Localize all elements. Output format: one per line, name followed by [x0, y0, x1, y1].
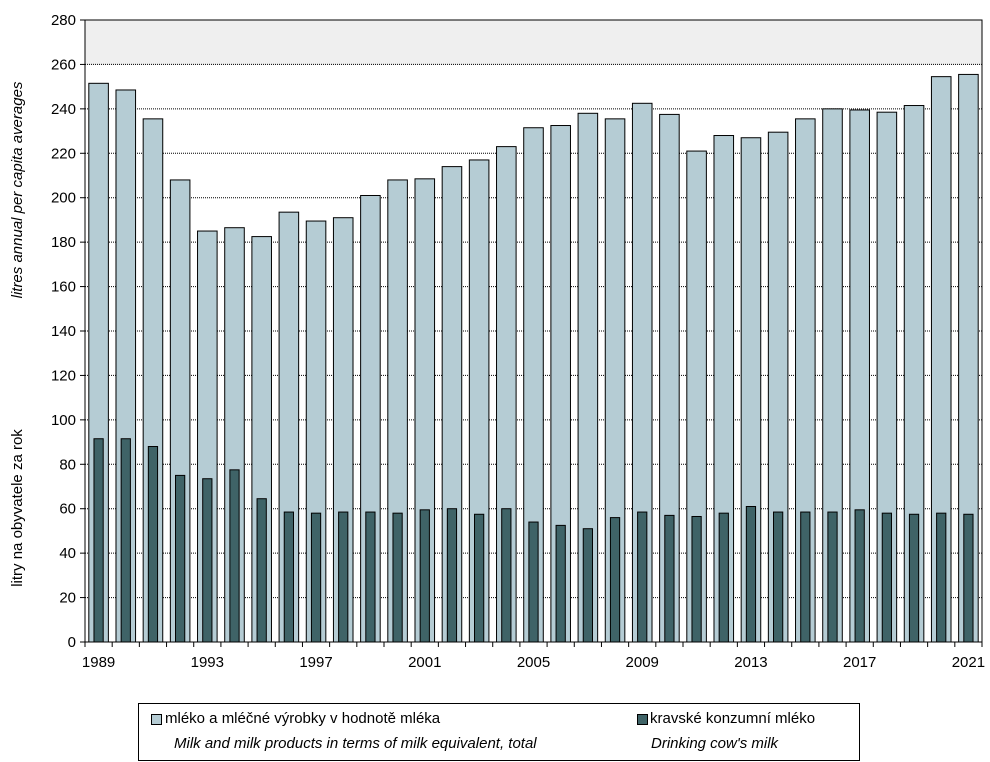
bar-drinking-milk-2009 — [637, 511, 648, 643]
x-tick-label-1989: 1989 — [82, 654, 115, 671]
y-tick-label: 0 — [68, 634, 76, 651]
legend-label-drinking-milk-czech: kravské konzumní mléko — [650, 710, 816, 727]
bar-drinking-milk-1996 — [283, 511, 294, 643]
y-tick-label: 200 — [51, 190, 76, 207]
y-tick-label: 20 — [59, 590, 76, 607]
bar-drinking-milk-2003 — [474, 513, 485, 643]
y-axis-label-czech: litry na obyvatele za rok — [9, 429, 26, 587]
bar-drinking-milk-1990 — [120, 438, 131, 643]
bar-drinking-milk-2019 — [908, 513, 920, 643]
x-tick-label-2017: 2017 — [843, 654, 876, 671]
bar-drinking-milk-2008 — [609, 517, 621, 643]
bar-drinking-milk-2012 — [718, 512, 729, 643]
bar-drinking-milk-2001 — [419, 509, 430, 643]
x-tick-label-2013: 2013 — [734, 654, 767, 671]
legend-swatch-drinking-milk — [637, 714, 648, 725]
y-tick-label: 40 — [59, 545, 76, 562]
y-tick-label: 220 — [51, 145, 76, 162]
x-tick-label-1997: 1997 — [299, 654, 332, 671]
bar-drinking-milk-2021 — [963, 513, 974, 643]
bar-drinking-milk-2007 — [582, 528, 593, 643]
y-axis-label-english: litres annual per capita averages — [9, 81, 26, 298]
y-tick-label: 240 — [51, 101, 76, 118]
x-tick-label-1993: 1993 — [191, 654, 224, 671]
y-tick-label: 100 — [51, 412, 76, 429]
bar-drinking-milk-1991 — [147, 446, 159, 643]
bar-drinking-milk-1999 — [365, 511, 376, 643]
bar-drinking-milk-1989 — [93, 438, 104, 643]
bar-drinking-milk-1997 — [310, 512, 322, 643]
bar-drinking-milk-2014 — [773, 511, 784, 643]
bar-drinking-milk-2011 — [691, 515, 702, 643]
y-tick-label: 180 — [51, 234, 76, 251]
legend-label-total-english: Milk and milk products in terms of milk … — [174, 735, 537, 752]
legend-label-drinking-milk-english: Drinking cow's milk — [651, 735, 779, 752]
bar-drinking-milk-2018 — [881, 512, 892, 643]
plot-shaded-band — [85, 20, 982, 65]
y-tick-label: 160 — [51, 279, 76, 296]
y-tick-label: 280 — [51, 12, 76, 29]
legend-label-total-czech: mléko a mléčné výrobky v hodnotě mléka — [165, 710, 441, 727]
x-tick-label-2001: 2001 — [408, 654, 441, 671]
y-tick-label: 140 — [51, 323, 76, 340]
legend: mléko a mléčné výrobky v hodnotě mléka M… — [138, 703, 860, 761]
y-tick-label: 120 — [51, 367, 76, 384]
bar-drinking-milk-2013 — [745, 505, 757, 643]
bar-drinking-milk-2000 — [392, 512, 403, 643]
x-tick-label-2021: 2021 — [952, 654, 985, 671]
bar-drinking-milk-1994 — [229, 469, 240, 643]
bar-drinking-milk-1998 — [338, 511, 349, 643]
bar-drinking-milk-2002 — [446, 508, 458, 643]
chart: 0 20 40 60 80 100 120 140 160 180 200 220 240 260 280 1… — [9, 12, 985, 671]
bar-drinking-milk-1993 — [202, 478, 213, 643]
x-tick-label-2005: 2005 — [517, 654, 550, 671]
y-tick-label: 60 — [59, 501, 76, 518]
bar-drinking-milk-2017 — [854, 509, 865, 643]
bar-drinking-milk-1992 — [175, 474, 186, 643]
bar-drinking-milk-2010 — [664, 514, 675, 643]
bar-drinking-milk-2016 — [827, 511, 838, 643]
bar-drinking-milk-2006 — [555, 524, 566, 643]
bar-drinking-milk-2015 — [800, 511, 811, 643]
bar-drinking-milk-1995 — [256, 498, 267, 643]
y-tick-label: 80 — [59, 456, 76, 473]
bar-drinking-milk-2004 — [501, 508, 512, 643]
y-tick-label: 260 — [51, 56, 76, 73]
x-tick-label-2009: 2009 — [626, 654, 659, 671]
legend-swatch-total — [151, 714, 162, 725]
bar-drinking-milk-2020 — [936, 512, 947, 643]
bar-drinking-milk-2005 — [528, 521, 539, 643]
